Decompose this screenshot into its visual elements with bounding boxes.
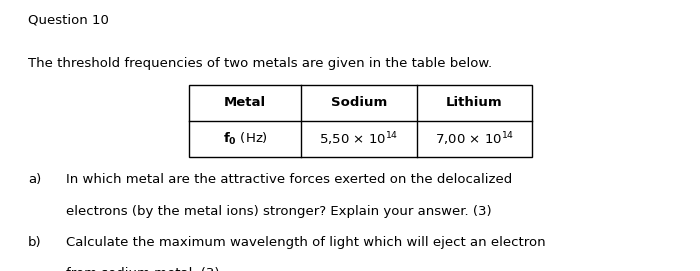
Bar [189,85,532,157]
Text: Lithium: Lithium [446,96,503,109]
Text: Metal: Metal [224,96,266,109]
Text: Sodium: Sodium [330,96,387,109]
Text: Calculate the maximum wavelength of light which will eject an electron: Calculate the maximum wavelength of ligh… [66,236,546,249]
Text: from sodium metal. (3): from sodium metal. (3) [66,267,220,271]
Text: a): a) [28,173,41,186]
Text: $\mathbf{f_0}$ (Hz): $\mathbf{f_0}$ (Hz) [223,131,267,147]
Text: Question 10: Question 10 [28,14,109,27]
Text: In which metal are the attractive forces exerted on the delocalized: In which metal are the attractive forces… [66,173,512,186]
Text: 7,00 $\times$ 10$^{14}$: 7,00 $\times$ 10$^{14}$ [435,130,514,148]
Text: electrons (by the metal ions) stronger? Explain your answer. (3): electrons (by the metal ions) stronger? … [66,205,492,218]
Text: 5,50 $\times$ 10$^{14}$: 5,50 $\times$ 10$^{14}$ [319,130,398,148]
Text: b): b) [28,236,41,249]
Text: The threshold frequencies of two metals are given in the table below.: The threshold frequencies of two metals … [28,57,492,70]
